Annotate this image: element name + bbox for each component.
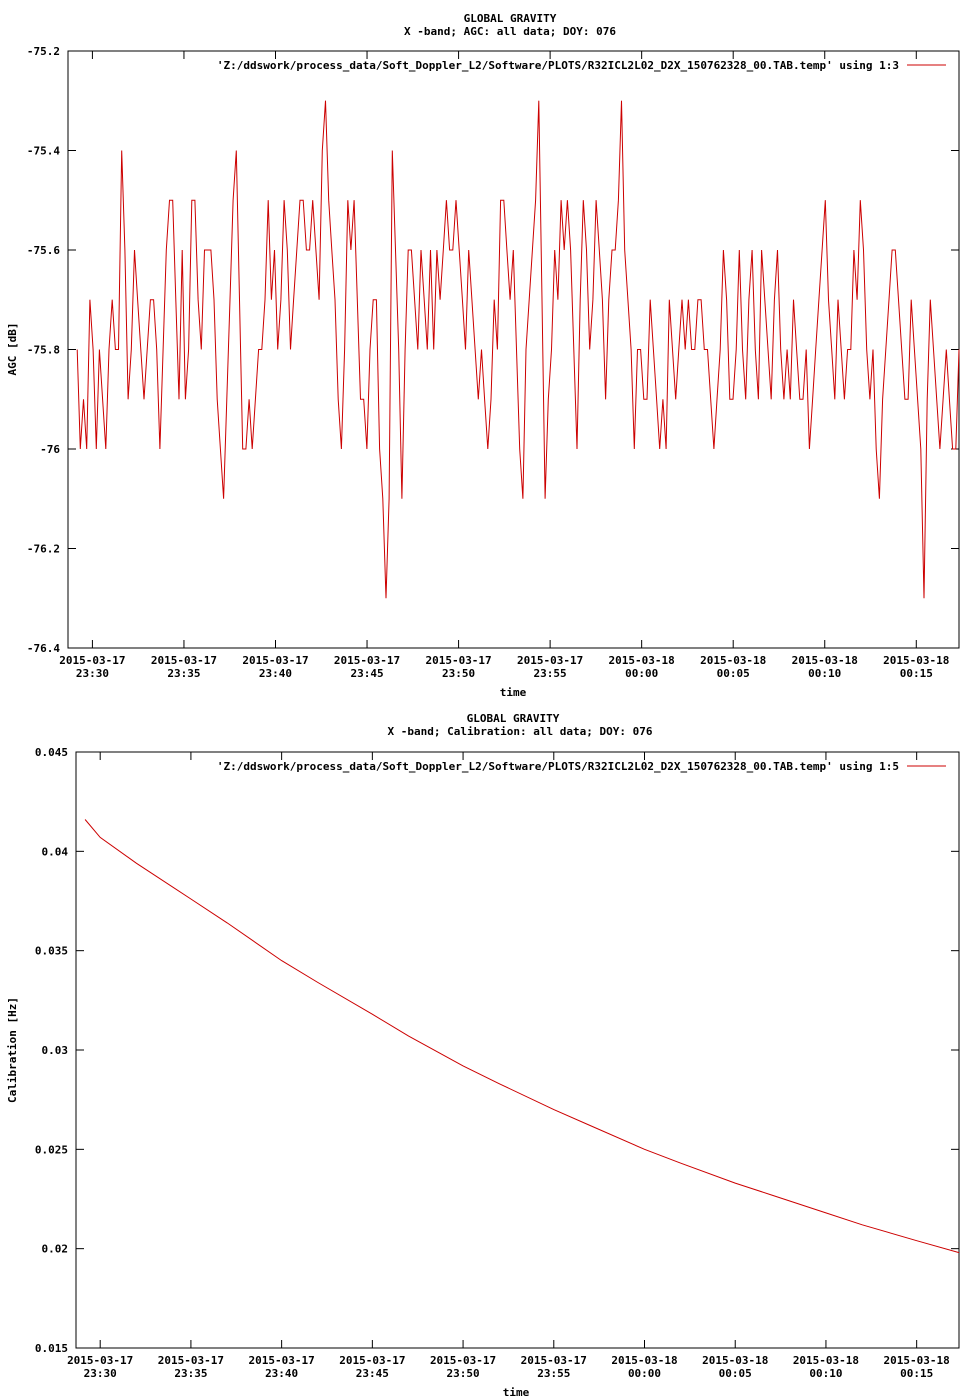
chart-title: GLOBAL GRAVITY — [467, 712, 560, 725]
x-tick-label-date: 2015-03-17 — [151, 654, 217, 667]
x-tick-label-time: 00:05 — [717, 667, 750, 680]
x-tick-label-date: 2015-03-17 — [158, 1354, 224, 1367]
x-tick-label-date: 2015-03-18 — [700, 654, 766, 667]
x-tick-label-time: 00:00 — [628, 1367, 661, 1380]
x-tick-label-time: 23:35 — [167, 667, 200, 680]
x-tick-label-time: 00:00 — [625, 667, 658, 680]
x-tick-label-time: 23:30 — [76, 667, 109, 680]
y-tick-label: 0.045 — [35, 746, 68, 759]
legend-label: 'Z:/ddswork/process_data/Soft_Doppler_L2… — [217, 59, 899, 72]
x-tick-label-date: 2015-03-17 — [339, 1354, 405, 1367]
x-tick-label-date: 2015-03-17 — [59, 654, 125, 667]
x-tick-label-time: 23:45 — [356, 1367, 389, 1380]
chart-subtitle: X -band; Calibration: all data; DOY: 076 — [388, 725, 653, 738]
plot-frame — [75, 751, 960, 1349]
x-axis-label: time — [500, 686, 527, 699]
y-tick-label: -76.2 — [27, 543, 60, 556]
x-tick-label-time: 23:35 — [174, 1367, 207, 1380]
x-tick-label-date: 2015-03-18 — [884, 1354, 950, 1367]
x-tick-label-time: 23:50 — [442, 667, 475, 680]
x-tick-label-date: 2015-03-18 — [611, 1354, 677, 1367]
y-tick-label: -75.2 — [27, 45, 60, 58]
x-tick-label-time: 23:45 — [350, 667, 383, 680]
x-tick-label-time: 00:10 — [808, 667, 841, 680]
x-tick-label-date: 2015-03-18 — [793, 1354, 859, 1367]
x-tick-label-date: 2015-03-17 — [430, 1354, 496, 1367]
chart-subtitle: X -band; AGC: all data; DOY: 076 — [404, 25, 616, 38]
y-tick-label: 0.02 — [42, 1243, 69, 1256]
y-tick-label: 0.04 — [42, 845, 69, 858]
y-tick-label: -76 — [40, 443, 60, 456]
x-tick-label-time: 00:10 — [809, 1367, 842, 1380]
x-tick-label-time: 00:05 — [719, 1367, 752, 1380]
x-tick-label-date: 2015-03-17 — [334, 654, 400, 667]
x-tick-label-date: 2015-03-17 — [242, 654, 308, 667]
series-line-agc — [76, 100, 960, 599]
x-tick-label-date: 2015-03-17 — [249, 1354, 315, 1367]
y-tick-label: 0.025 — [35, 1143, 68, 1156]
x-tick-label-time: 00:15 — [900, 667, 933, 680]
y-tick-label: 0.035 — [35, 945, 68, 958]
chart-title: GLOBAL GRAVITY — [464, 12, 557, 25]
x-tick-label-date: 2015-03-17 — [521, 1354, 587, 1367]
y-tick-label: -75.8 — [27, 344, 60, 357]
x-tick-label-time: 23:40 — [259, 667, 292, 680]
x-tick-label-date: 2015-03-18 — [702, 1354, 768, 1367]
x-tick-label-time: 00:15 — [900, 1367, 933, 1380]
x-tick-label-date: 2015-03-17 — [425, 654, 491, 667]
x-tick-label-time: 23:55 — [537, 1367, 570, 1380]
y-tick-label: -75.4 — [27, 145, 60, 158]
agc-chart: GLOBAL GRAVITY X -band; AGC: all data; D… — [6, 12, 960, 699]
x-tick-label-date: 2015-03-17 — [67, 1354, 133, 1367]
x-tick-label-date: 2015-03-18 — [792, 654, 858, 667]
legend-label: 'Z:/ddswork/process_data/Soft_Doppler_L2… — [217, 760, 899, 773]
y-tick-label: 0.03 — [42, 1044, 69, 1057]
x-tick-label-time: 23:40 — [265, 1367, 298, 1380]
x-tick-label-time: 23:55 — [534, 667, 567, 680]
y-axis-label: AGC [dB] — [6, 323, 19, 376]
x-tick-label-date: 2015-03-18 — [609, 654, 675, 667]
x-tick-label-date: 2015-03-17 — [517, 654, 583, 667]
x-axis-label: time — [503, 1386, 530, 1399]
x-tick-label-time: 23:30 — [84, 1367, 117, 1380]
calibration-chart: GLOBAL GRAVITY X -band; Calibration: all… — [6, 712, 960, 1399]
x-tick-label-time: 23:50 — [447, 1367, 480, 1380]
y-tick-label: 0.015 — [35, 1342, 68, 1355]
y-axis-label: Calibration [Hz] — [6, 997, 19, 1103]
series-line-calibration — [84, 819, 960, 1254]
y-tick-label: -76.4 — [27, 642, 60, 655]
y-tick-label: -75.6 — [27, 244, 60, 257]
x-tick-label-date: 2015-03-18 — [883, 654, 949, 667]
